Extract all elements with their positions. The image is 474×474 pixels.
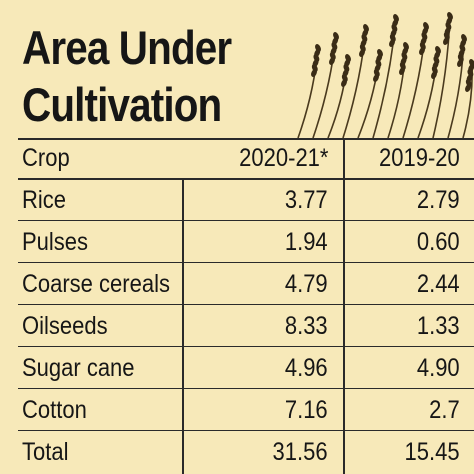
row-rule	[18, 304, 474, 305]
value-2020-21: 8.33	[285, 312, 328, 340]
value-2019-20: 2.7	[429, 396, 460, 424]
column-separator-1	[182, 178, 184, 474]
value-2020-21: 1.94	[285, 228, 328, 256]
row-rule	[18, 388, 474, 389]
header-2019-20: 2019-20	[379, 144, 460, 172]
value-2019-20: 2.79	[417, 186, 460, 214]
row-label: Coarse cereals	[22, 270, 170, 298]
row-rule	[18, 262, 474, 263]
value-2019-20: 15.45	[404, 438, 460, 466]
value-2020-21: 3.77	[285, 186, 328, 214]
row-label: Cotton	[22, 396, 87, 424]
row-rule	[18, 346, 474, 347]
value-2020-21: 4.96	[285, 354, 328, 382]
row-rule	[18, 220, 474, 221]
row-label: Sugar cane	[22, 354, 135, 382]
value-2019-20: 4.90	[417, 354, 460, 382]
header-2020-21: 2020-21*	[238, 144, 328, 172]
chart-title-line-2: Cultivation	[22, 78, 222, 131]
row-rule	[18, 430, 474, 431]
value-2020-21: 7.16	[285, 396, 328, 424]
value-2020-21: 31.56	[272, 438, 328, 466]
chart-title-line-1: Area Under	[22, 21, 232, 74]
row-label: Rice	[22, 186, 67, 214]
value-2019-20: 2.44	[417, 270, 460, 298]
table-top-rule	[18, 138, 474, 140]
header-crop: Crop	[22, 144, 70, 172]
header-rule	[18, 178, 474, 180]
wheat-stalks-icon	[297, 12, 474, 138]
column-separator-2	[343, 138, 345, 474]
value-2020-21: 4.79	[285, 270, 328, 298]
value-2019-20: 0.60	[417, 228, 460, 256]
row-label: Pulses	[22, 228, 89, 256]
value-2019-20: 1.33	[417, 312, 460, 340]
row-label: Oilseeds	[22, 312, 108, 340]
row-label: Total	[22, 438, 69, 466]
